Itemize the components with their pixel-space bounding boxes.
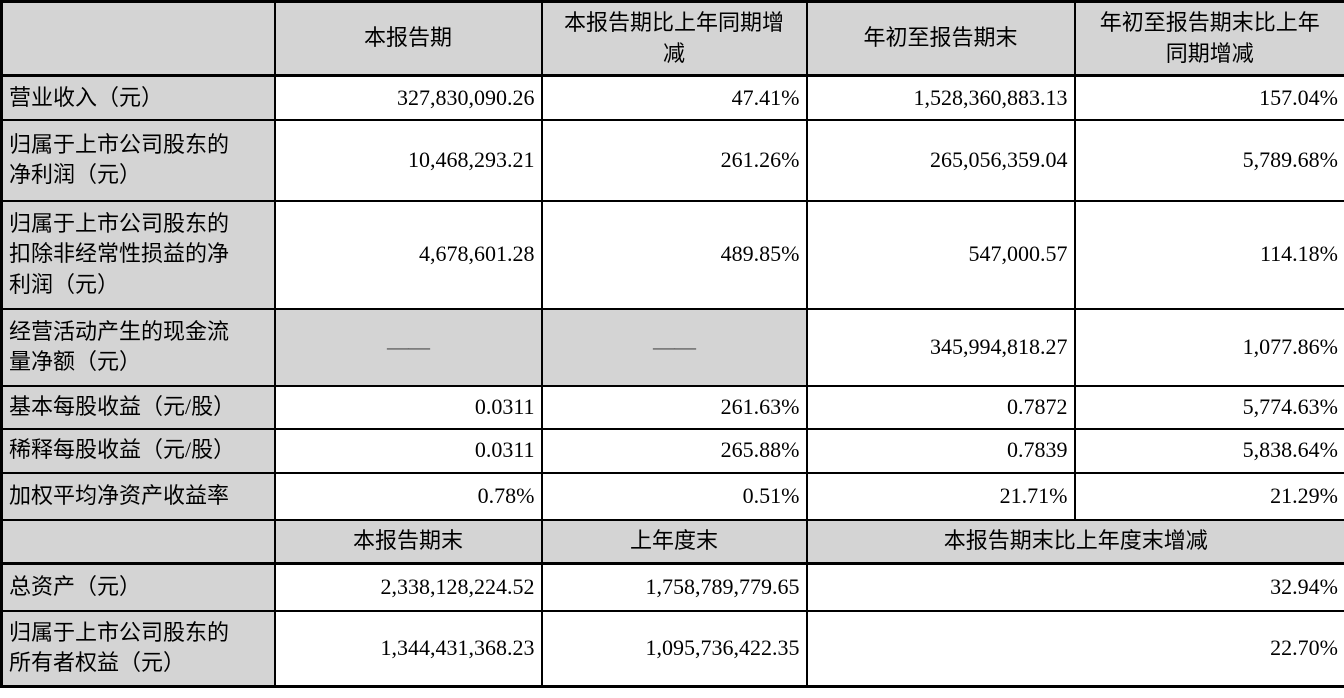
cell-value: 547,000.57 — [805, 199, 1076, 310]
cell-value: 1,344,431,368.23 — [273, 609, 543, 688]
header-row-period-end: 本报告期末 上年度末 本报告期末比上年度末增减 — [0, 518, 1344, 565]
cell-value: 265.88% — [540, 427, 808, 474]
header-row-period: 本报告期 本报告期比上年同期增减 年初至报告期末 年初至报告期末比上年同期增减 — [0, 0, 1344, 77]
cell-value: 21.71% — [805, 471, 1076, 521]
table-row-equity-attributable: 归属于上市公司股东的所有者权益（元） 1,344,431,368.23 1,09… — [0, 609, 1344, 688]
cell-value: 0.78% — [273, 471, 543, 521]
table-row-net-profit-deducted: 归属于上市公司股东的扣除非经常性损益的净利润（元） 4,678,601.28 4… — [0, 199, 1344, 310]
header-corner-cell — [0, 0, 276, 77]
header-ytd-yoy: 年初至报告期末比上年同期增减 — [1073, 0, 1344, 77]
header-period-end-change: 本报告期末比上年度末增减 — [805, 518, 1344, 565]
row-label: 营业收入（元） — [0, 74, 276, 121]
cell-value: 47.41% — [540, 74, 808, 121]
row-label: 稀释每股收益（元/股） — [0, 427, 276, 474]
cell-value: 0.7872 — [805, 384, 1076, 430]
header-corner-cell-2 — [0, 518, 276, 565]
cell-value: 0.0311 — [273, 384, 543, 430]
cell-value: 157.04% — [1073, 74, 1344, 121]
table-row-total-assets: 总资产（元） 2,338,128,224.52 1,758,789,779.65… — [0, 562, 1344, 612]
cell-value: 1,095,736,422.35 — [540, 609, 808, 688]
cell-value: 0.7839 — [805, 427, 1076, 474]
row-label: 归属于上市公司股东的所有者权益（元） — [0, 609, 276, 688]
cell-value: 5,838.64% — [1073, 427, 1344, 474]
cell-value: 265,056,359.04 — [805, 118, 1076, 202]
cell-value: 4,678,601.28 — [273, 199, 543, 310]
cell-value: 21.29% — [1073, 471, 1344, 521]
cell-value: 261.26% — [540, 118, 808, 202]
row-label: 归属于上市公司股东的净利润（元） — [0, 118, 276, 202]
row-label: 归属于上市公司股东的扣除非经常性损益的净利润（元） — [0, 199, 276, 310]
row-label: 基本每股收益（元/股） — [0, 384, 276, 430]
cell-value: 0.51% — [540, 471, 808, 521]
cell-value: 5,774.63% — [1073, 384, 1344, 430]
cell-value: 5,789.68% — [1073, 118, 1344, 202]
cell-value: 489.85% — [540, 199, 808, 310]
cell-value: 327,830,090.26 — [273, 74, 543, 121]
cell-value: 0.0311 — [273, 427, 543, 474]
cell-value: 2,338,128,224.52 — [273, 562, 543, 612]
cell-value: 1,077.86% — [1073, 307, 1344, 387]
cell-value: 22.70% — [805, 609, 1344, 688]
table-row-operating-cash-flow: 经营活动产生的现金流量净额（元） —— —— 345,994,818.27 1,… — [0, 307, 1344, 387]
row-label: 经营活动产生的现金流量净额（元） — [0, 307, 276, 387]
table-row-weighted-avg-roe: 加权平均净资产收益率 0.78% 0.51% 21.71% 21.29% — [0, 471, 1344, 521]
header-prior-year-end: 上年度末 — [540, 518, 808, 565]
cell-value: 261.63% — [540, 384, 808, 430]
table-row-net-profit: 归属于上市公司股东的净利润（元） 10,468,293.21 261.26% 2… — [0, 118, 1344, 202]
cell-value: 10,468,293.21 — [273, 118, 543, 202]
header-current-period-yoy: 本报告期比上年同期增减 — [540, 0, 808, 77]
row-label: 总资产（元） — [0, 562, 276, 612]
header-current-period: 本报告期 — [273, 0, 543, 77]
cell-value: 114.18% — [1073, 199, 1344, 310]
cell-not-applicable-dash: —— — [273, 307, 543, 387]
table-row-operating-revenue: 营业收入（元） 327,830,090.26 47.41% 1,528,360,… — [0, 74, 1344, 121]
cell-not-applicable-dash: —— — [540, 307, 808, 387]
cell-value: 1,758,789,779.65 — [540, 562, 808, 612]
cell-value: 1,528,360,883.13 — [805, 74, 1076, 121]
row-label: 加权平均净资产收益率 — [0, 471, 276, 521]
table-row-basic-eps: 基本每股收益（元/股） 0.0311 261.63% 0.7872 5,774.… — [0, 384, 1344, 430]
header-current-period-end: 本报告期末 — [273, 518, 543, 565]
header-ytd: 年初至报告期末 — [805, 0, 1076, 77]
table-row-diluted-eps: 稀释每股收益（元/股） 0.0311 265.88% 0.7839 5,838.… — [0, 427, 1344, 474]
cell-value: 32.94% — [805, 562, 1344, 612]
cell-value: 345,994,818.27 — [805, 307, 1076, 387]
